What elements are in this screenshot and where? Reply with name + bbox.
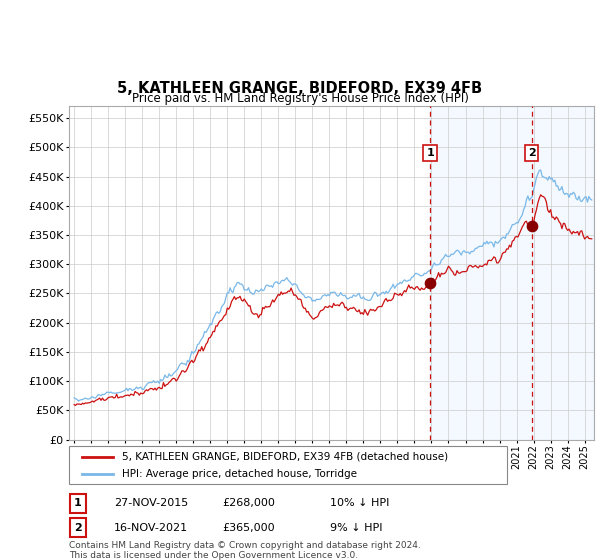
Text: 27-NOV-2015: 27-NOV-2015 bbox=[114, 498, 188, 508]
Text: 2: 2 bbox=[74, 522, 82, 533]
Text: Contains HM Land Registry data © Crown copyright and database right 2024.
This d: Contains HM Land Registry data © Crown c… bbox=[69, 541, 421, 560]
Text: 9% ↓ HPI: 9% ↓ HPI bbox=[330, 522, 383, 533]
Text: 16-NOV-2021: 16-NOV-2021 bbox=[114, 522, 188, 533]
Point bbox=[425, 278, 435, 287]
Text: Price paid vs. HM Land Registry's House Price Index (HPI): Price paid vs. HM Land Registry's House … bbox=[131, 92, 469, 105]
Text: 1: 1 bbox=[426, 148, 434, 158]
Text: 1: 1 bbox=[74, 498, 82, 508]
Text: 2: 2 bbox=[527, 148, 535, 158]
FancyBboxPatch shape bbox=[69, 446, 507, 484]
Text: 5, KATHLEEN GRANGE, BIDEFORD, EX39 4FB: 5, KATHLEEN GRANGE, BIDEFORD, EX39 4FB bbox=[118, 81, 482, 96]
Text: £365,000: £365,000 bbox=[222, 522, 275, 533]
Point bbox=[527, 222, 536, 231]
FancyBboxPatch shape bbox=[70, 494, 86, 513]
Text: £268,000: £268,000 bbox=[222, 498, 275, 508]
Text: 10% ↓ HPI: 10% ↓ HPI bbox=[330, 498, 389, 508]
FancyBboxPatch shape bbox=[70, 518, 86, 537]
Text: HPI: Average price, detached house, Torridge: HPI: Average price, detached house, Torr… bbox=[122, 469, 356, 479]
Text: 5, KATHLEEN GRANGE, BIDEFORD, EX39 4FB (detached house): 5, KATHLEEN GRANGE, BIDEFORD, EX39 4FB (… bbox=[122, 452, 448, 462]
Bar bbox=[430, 106, 593, 440]
